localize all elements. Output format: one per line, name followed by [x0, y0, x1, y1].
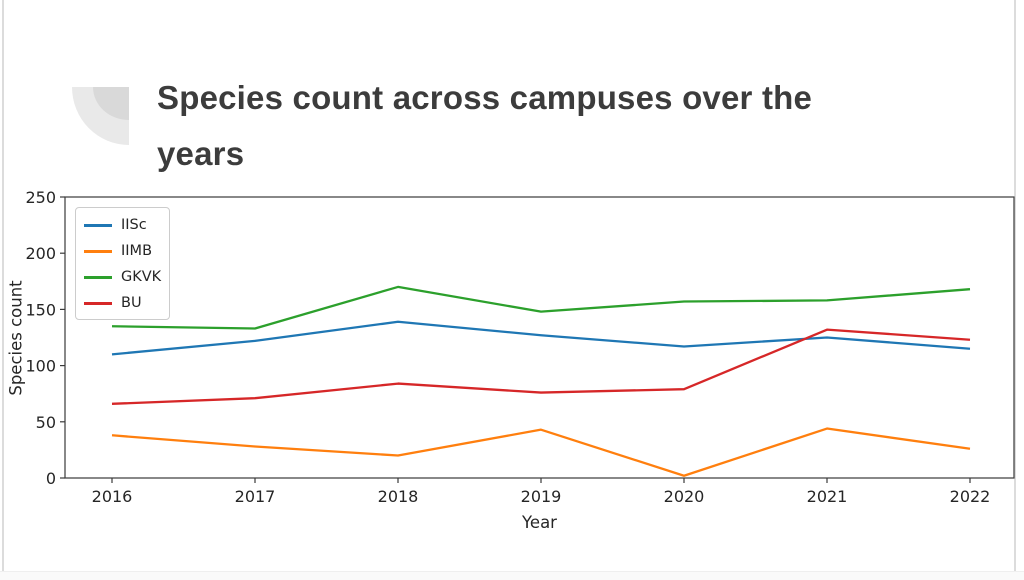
- series-line-IIMB: [111, 427, 971, 477]
- y-tick-label-250: 250: [25, 188, 56, 207]
- x-tick-label-2019: 2019: [521, 487, 562, 506]
- x-tick-label-2018: 2018: [378, 487, 419, 506]
- legend-item-IIMB: IIMB: [76, 238, 169, 264]
- y-tick-label-150: 150: [25, 300, 56, 319]
- legend-item-GKVK: GKVK: [76, 264, 169, 290]
- series-line-GKVK: [111, 285, 971, 330]
- y-tick-label-50: 50: [36, 413, 56, 432]
- legend-line-sample: [84, 275, 112, 279]
- plot-area: [64, 196, 1015, 479]
- legend-item-IISc: IISc: [76, 212, 169, 238]
- chart-plot-svg: 2016 2017 2018 2019 2020 2021 2022 0 50 100 150 200…: [25, 188, 1015, 506]
- legend-line-sample: [84, 301, 112, 305]
- series-line-BU: [111, 328, 971, 405]
- quarter-circle-inner: [93, 87, 129, 120]
- x-tick-label-2021: 2021: [807, 487, 848, 506]
- legend-line-sample: [84, 223, 112, 227]
- legend-label: IISc: [121, 217, 147, 233]
- y-tick-label-0: 0: [46, 469, 56, 488]
- page-title: Species count across campuses over the y…: [157, 79, 813, 172]
- y-tick-label-200: 200: [25, 244, 56, 263]
- legend-line-sample: [84, 249, 112, 253]
- y-tick-label-100: 100: [25, 357, 56, 376]
- legend-label: IIMB: [121, 243, 153, 259]
- bottom-strip: [0, 571, 1024, 580]
- legend-item-BU: BU: [76, 290, 169, 316]
- x-axis-label: Year: [522, 513, 557, 532]
- y-axis-label: Species count: [6, 280, 26, 396]
- x-tick-label-2020: 2020: [664, 487, 705, 506]
- series-line-IISc: [111, 320, 971, 356]
- x-tick-label-2022: 2022: [950, 487, 991, 506]
- quarter-circle-decoration: [72, 87, 129, 145]
- chart-legend: IISc IIMB GKVK BU: [75, 207, 170, 320]
- species-line-chart: 2016 2017 2018 2019 2020 2021 2022 0 50 100 150 200…: [0, 185, 1024, 545]
- slide-left-border: [2, 0, 4, 571]
- slide-right-border: [1014, 0, 1016, 571]
- x-tick-label-2017: 2017: [235, 487, 276, 506]
- legend-label: BU: [121, 295, 142, 311]
- x-tick-label-2016: 2016: [92, 487, 133, 506]
- legend-label: GKVK: [121, 269, 162, 285]
